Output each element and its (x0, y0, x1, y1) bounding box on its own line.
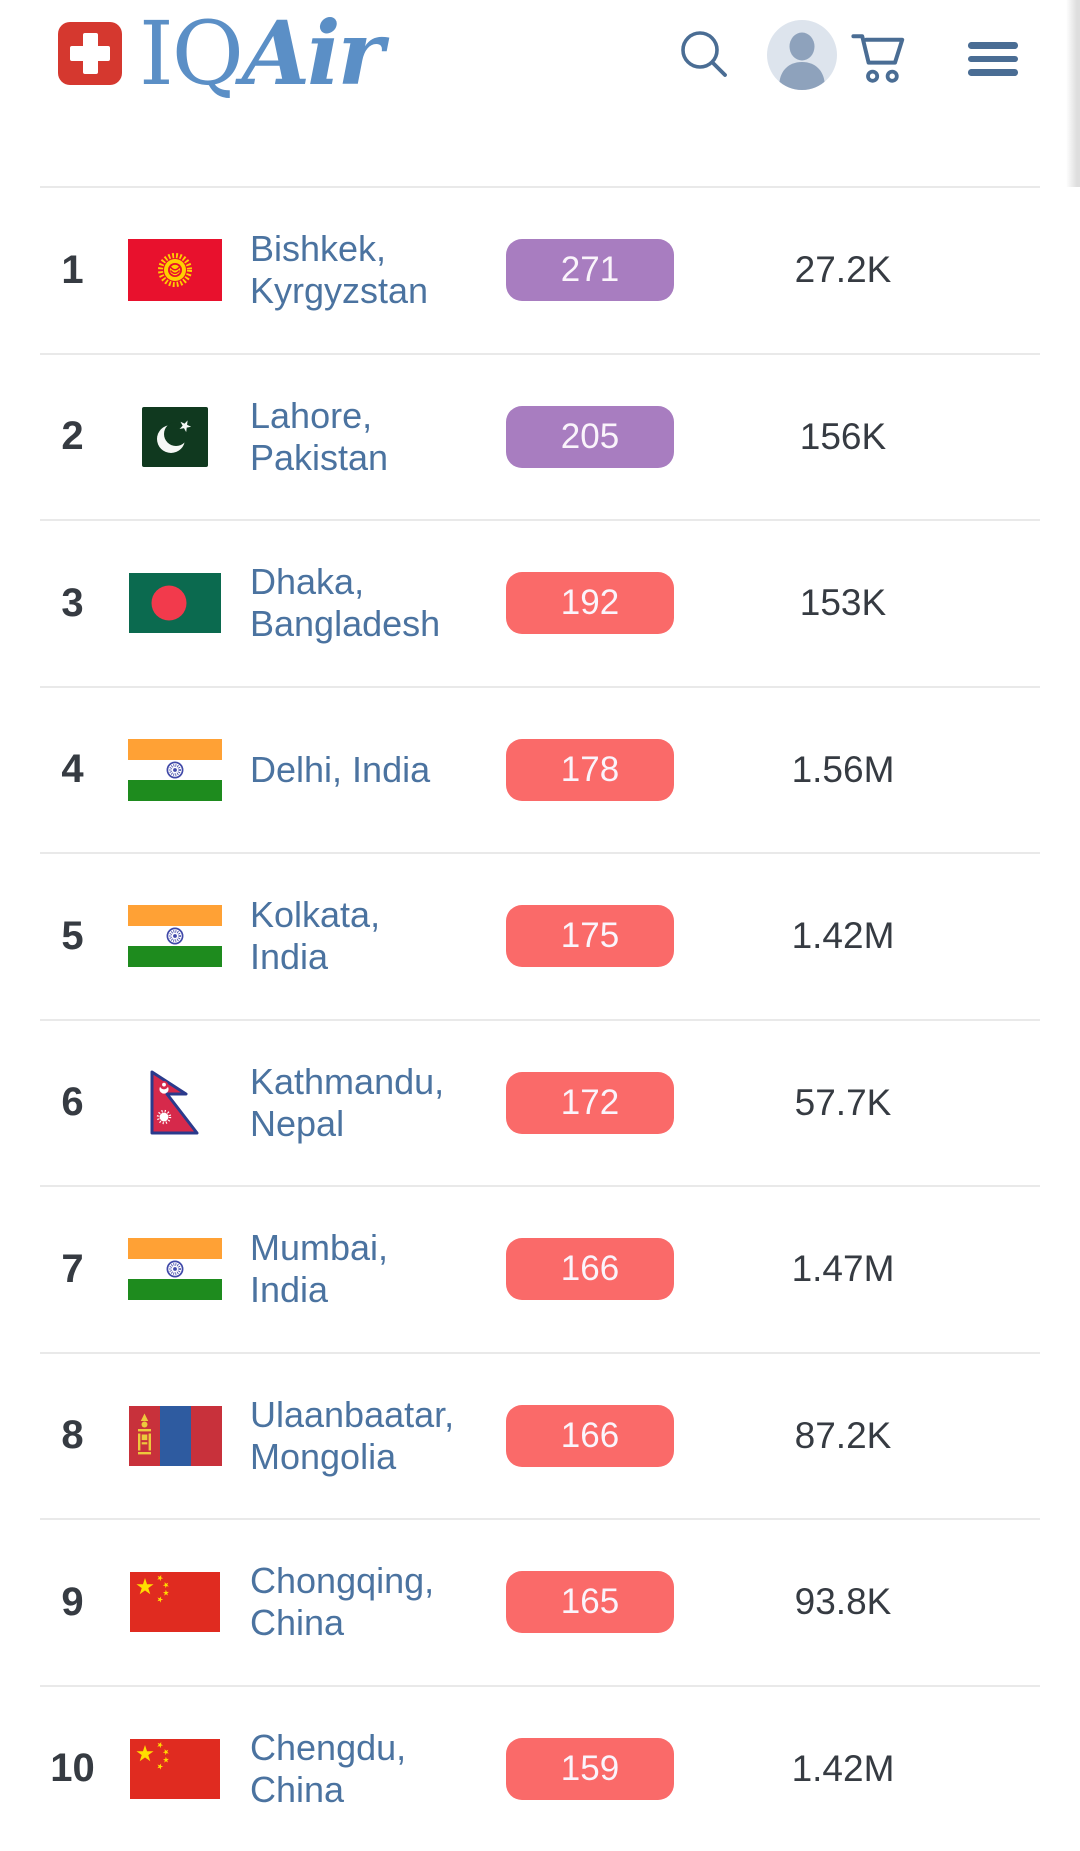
aqi-badge: 172 (506, 1072, 674, 1134)
flag-nepal-icon (128, 1070, 222, 1136)
rank-number: 7 (40, 1247, 105, 1292)
iqair-logo[interactable]: IQAir (58, 22, 381, 85)
iqair-cross-icon (58, 22, 122, 85)
logo-prefix: IQ (139, 2, 242, 105)
flag-kyrgyzstan-icon (128, 239, 222, 301)
city-name-link[interactable]: Delhi, India (250, 749, 490, 791)
city-name-link[interactable]: Mumbai, India (250, 1227, 490, 1311)
flag-india-icon (128, 905, 222, 967)
followers-count: 57.7K (674, 1082, 1012, 1124)
aqi-badge: 271 (506, 239, 674, 301)
flag-mongolia-icon (128, 1406, 222, 1466)
logo-suffix: Air (242, 1, 381, 105)
rank-number: 4 (40, 747, 105, 792)
flag-pakistan-icon (128, 407, 222, 467)
aqi-badge: 175 (506, 905, 674, 967)
city-name-link[interactable]: Ulaanbaatar, Mongolia (250, 1394, 490, 1478)
aqi-badge: 165 (506, 1571, 674, 1633)
app-header: IQAir (0, 0, 1080, 186)
rank-number: 2 (40, 414, 105, 459)
followers-count: 27.2K (674, 249, 1012, 291)
hamburger-menu-icon[interactable] (968, 42, 1018, 76)
city-name-link[interactable]: Dhaka, Bangladesh (250, 561, 490, 645)
rank-number: 5 (40, 914, 105, 959)
flag-bangladesh-icon (128, 573, 222, 633)
followers-count: 1.42M (674, 915, 1012, 957)
rank-number: 8 (40, 1413, 105, 1458)
followers-count: 93.8K (674, 1581, 1012, 1623)
rank-number: 10 (40, 1746, 105, 1791)
aqi-badge: 205 (506, 406, 674, 468)
followers-count: 156K (674, 416, 1012, 458)
city-name-link[interactable]: Bishkek, Kyrgyzstan (250, 228, 490, 312)
flag-india-icon (128, 739, 222, 801)
flag-china-icon (128, 1739, 222, 1799)
scrollbar-edge-shade (1066, 0, 1080, 187)
city-name-link[interactable]: Kathmandu, Nepal (250, 1061, 490, 1145)
iqair-logo-text: IQAir (139, 22, 381, 85)
rank-number: 1 (40, 248, 105, 293)
search-icon[interactable] (679, 29, 731, 86)
shopping-cart-icon[interactable] (849, 27, 907, 92)
aqi-badge: 192 (506, 572, 674, 634)
rank-number: 9 (40, 1580, 105, 1625)
flag-india-icon (128, 1238, 222, 1300)
followers-count: 1.47M (674, 1248, 1012, 1290)
aqi-badge: 166 (506, 1405, 674, 1467)
followers-count: 153K (674, 582, 1012, 624)
aqi-badge: 166 (506, 1238, 674, 1300)
city-name-link[interactable]: Lahore, Pakistan (250, 395, 490, 479)
followers-count: 1.56M (674, 749, 1012, 791)
flag-china-icon (128, 1572, 222, 1632)
city-name-link[interactable]: Kolkata, India (250, 894, 490, 978)
followers-count: 87.2K (674, 1415, 1012, 1457)
aqi-badge: 178 (506, 739, 674, 801)
followers-count: 1.42M (674, 1748, 1012, 1790)
rank-number: 6 (40, 1080, 105, 1125)
user-account-icon[interactable] (767, 20, 837, 95)
city-name-link[interactable]: Chengdu, China (250, 1727, 490, 1811)
rank-number: 3 (40, 581, 105, 626)
city-name-link[interactable]: Chongqing, China (250, 1560, 490, 1644)
aqi-badge: 159 (506, 1738, 674, 1800)
